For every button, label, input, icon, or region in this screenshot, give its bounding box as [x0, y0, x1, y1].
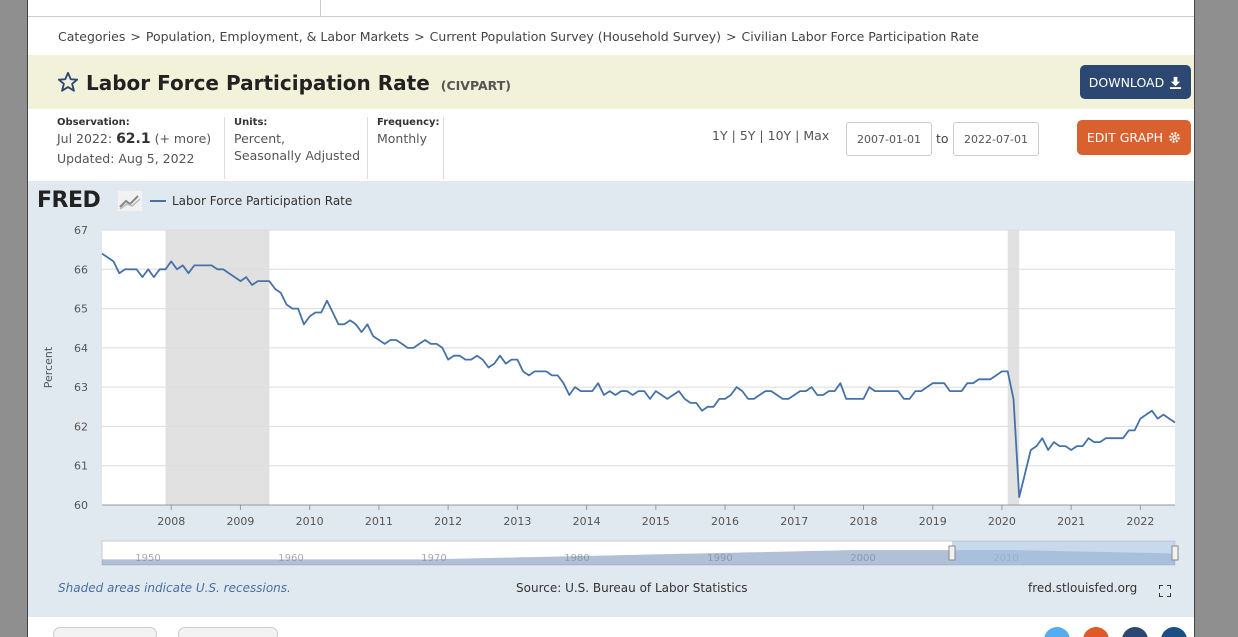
linkedin-icon[interactable] — [1161, 627, 1187, 637]
updated-text: Updated: Aug 5, 2022 — [57, 151, 195, 166]
source-text: Source: U.S. Bureau of Labor Statistics — [516, 581, 748, 595]
breadcrumb-clfpr[interactable]: Civilian Labor Force Participation Rate — [741, 29, 979, 44]
y-tick-label: 65 — [74, 303, 88, 316]
breadcrumb-cps[interactable]: Current Population Survey (Household Sur… — [429, 29, 722, 44]
reddit-icon[interactable] — [1083, 627, 1109, 637]
x-tick-label: 2016 — [711, 515, 739, 528]
observation-label: Observation: — [57, 117, 130, 128]
breadcrumb: Categories > Population, Employment, & Lab… — [58, 29, 979, 44]
range-1y[interactable]: 1Y — [712, 128, 728, 143]
breadcrumb-separator: > — [726, 29, 737, 44]
gear-icon — [1169, 132, 1180, 143]
page: Categories > Population, Employment, & Lab… — [27, 0, 1195, 637]
recession-band — [165, 230, 270, 505]
breadcrumb-separator: > — [414, 29, 425, 44]
observation-more-link[interactable]: (+ more) — [154, 131, 212, 146]
x-tick-label: 2009 — [226, 515, 254, 528]
end-date-input[interactable]: 2022-07-01 — [953, 122, 1039, 156]
y-tick-label: 62 — [74, 420, 88, 433]
x-tick-label: 2021 — [1057, 515, 1085, 528]
fred-logo[interactable]: FRED — [37, 188, 101, 213]
plot-background — [102, 230, 1175, 505]
frequency-label: Frequency: — [377, 117, 440, 128]
bottom-bar — [28, 617, 1194, 637]
navigator-label: 1970 — [421, 553, 446, 564]
navigator-label: 1950 — [135, 553, 160, 564]
range-selector: 1Y | 5Y | 10Y | Max — [712, 128, 830, 143]
breadcrumb-population[interactable]: Population, Employment, & Labor Markets — [145, 29, 410, 44]
x-tick-label: 2008 — [157, 515, 185, 528]
range-max[interactable]: Max — [803, 128, 830, 143]
series-line[interactable] — [101, 252, 1176, 499]
y-tick-label: 66 — [74, 263, 88, 276]
x-tick-label: 2014 — [573, 515, 601, 528]
x-tick-label: 2020 — [988, 515, 1016, 528]
y-tick-label: 63 — [74, 381, 88, 394]
star-icon[interactable] — [57, 71, 79, 93]
x-tick-label: 2017 — [780, 515, 808, 528]
chart-legend: Labor Force Participation Rate — [150, 194, 352, 208]
download-icon — [1170, 76, 1182, 89]
units-line1: Percent, — [234, 131, 286, 146]
bottom-pill[interactable] — [53, 627, 157, 637]
range-10y[interactable]: 10Y — [767, 128, 792, 143]
legend-label: Labor Force Participation Rate — [172, 194, 353, 208]
recession-band — [1007, 230, 1020, 505]
x-tick-label: 2011 — [365, 515, 393, 528]
edit-graph-button[interactable]: EDIT GRAPH — [1077, 120, 1191, 155]
series-title: Labor Force Participation Rate — [86, 71, 430, 95]
to-label: to — [936, 131, 949, 146]
chart-svg[interactable]: 60 61 62 63 64 65 66 67 2008 2009 2010 2011 2012 2013… — [28, 181, 1195, 581]
navigator-handle-left[interactable] — [948, 545, 956, 561]
navigator-selection[interactable] — [952, 541, 1175, 565]
frequency-block: Frequency: Monthly — [377, 117, 440, 179]
frequency-value: Monthly — [377, 131, 428, 146]
fred-chart-logo-icon — [118, 191, 142, 211]
navigator-series — [102, 550, 1175, 565]
navigator-handle-right[interactable] — [1171, 545, 1179, 561]
title-bar: Labor Force Participation Rate (CIVPART)… — [28, 55, 1194, 109]
y-axis-label: Percent — [42, 346, 55, 388]
edit-graph-label: EDIT GRAPH — [1086, 130, 1164, 145]
twitter-icon[interactable] — [1044, 627, 1070, 637]
chart-area: FRED Labor Force Participation Rate 60 61… — [28, 181, 1194, 617]
range-5y[interactable]: 5Y — [739, 128, 756, 143]
x-tick-label: 2013 — [503, 515, 531, 528]
x-tick-label: 2015 — [642, 515, 670, 528]
series-id: (CIVPART) — [440, 78, 511, 93]
x-tick-label: 2010 — [296, 515, 324, 528]
units-line2: Seasonally Adjusted — [234, 148, 361, 163]
recession-note: Shaded areas indicate U.S. recessions. — [58, 581, 291, 595]
x-tick-label: 2022 — [1126, 515, 1154, 528]
x-tick-label: 2018 — [849, 515, 877, 528]
y-tick-label: 61 — [74, 460, 88, 473]
y-tick-label: 64 — [74, 342, 88, 355]
site-link[interactable]: fred.stlouisfed.org — [1028, 581, 1138, 595]
top-nav — [28, 0, 1194, 17]
breadcrumb-categories[interactable]: Categories — [58, 29, 126, 44]
y-tick-label: 67 — [74, 224, 88, 237]
units-block: Units: Percent, Seasonally Adjusted — [234, 117, 360, 179]
observation-block: Observation: Jul 2022: 62.1 (+ more) Upd… — [57, 117, 211, 179]
observation-value: 62.1 — [116, 131, 151, 147]
observation-date: Jul 2022: — [57, 131, 113, 146]
x-tick-label: 2019 — [919, 515, 947, 528]
legend-swatch — [150, 200, 166, 202]
y-tick-label: 60 — [74, 499, 88, 512]
download-button[interactable]: DOWNLOAD — [1080, 65, 1191, 99]
breadcrumb-separator: > — [130, 29, 141, 44]
start-date-input[interactable]: 2007-01-01 — [846, 122, 932, 156]
fullscreen-icon[interactable] — [1159, 585, 1171, 597]
bottom-pill[interactable] — [178, 627, 278, 637]
navigator-label: 1960 — [278, 553, 303, 564]
units-label: Units: — [234, 117, 268, 128]
facebook-icon[interactable] — [1122, 627, 1148, 637]
download-label: DOWNLOAD — [1088, 74, 1165, 90]
x-tick-label: 2012 — [434, 515, 462, 528]
page-title: Labor Force Participation Rate (CIVPART) — [86, 71, 511, 95]
